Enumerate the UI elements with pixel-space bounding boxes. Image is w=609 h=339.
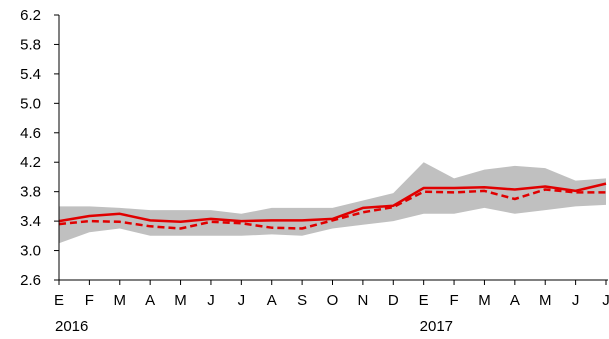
x-tick-label: J bbox=[238, 292, 246, 309]
y-tick-label: 3.4 bbox=[20, 213, 41, 230]
year-label: 2017 bbox=[420, 318, 453, 335]
y-tick-label: 4.6 bbox=[20, 125, 41, 142]
x-tick-label: A bbox=[267, 292, 277, 309]
x-tick-label: M bbox=[478, 292, 491, 309]
label-layer: 2.6 3.0 3.4 3.8 4.2 4.6 5.0 5.4 5.8 6.2 E F M A M J J A S O… bbox=[20, 7, 609, 335]
x-tick-label: E bbox=[419, 292, 429, 309]
y-tick-label: 5.4 bbox=[20, 66, 41, 83]
x-tick-label: F bbox=[449, 292, 458, 309]
x-tick-label: D bbox=[388, 292, 399, 309]
x-tick-label: A bbox=[145, 292, 155, 309]
x-tick-label: J bbox=[602, 292, 609, 309]
series-line-solid bbox=[58, 182, 607, 224]
x-tick-label: J bbox=[207, 292, 215, 309]
x-tick-label: E bbox=[54, 292, 64, 309]
x-tick-label: A bbox=[510, 292, 520, 309]
y-tick-label: 3.8 bbox=[20, 184, 41, 201]
x-tick-label: F bbox=[85, 292, 94, 309]
y-tick-label: 3.0 bbox=[20, 243, 41, 260]
y-tick-label: 5.8 bbox=[20, 36, 41, 53]
axis-layer bbox=[54, 14, 608, 285]
range-band bbox=[59, 162, 606, 244]
x-tick-label: M bbox=[174, 292, 187, 309]
y-tick-label: 2.6 bbox=[20, 272, 41, 289]
y-tick-label: 4.2 bbox=[20, 154, 41, 171]
x-tick-label: N bbox=[357, 292, 368, 309]
series-line-dashed bbox=[58, 188, 606, 230]
year-label: 2016 bbox=[55, 318, 88, 335]
y-tick-label: 6.2 bbox=[20, 7, 41, 24]
x-tick-label: S bbox=[297, 292, 307, 309]
y-tick-label: 5.0 bbox=[20, 95, 41, 112]
x-tick-label: M bbox=[539, 292, 552, 309]
x-tick-label: J bbox=[572, 292, 580, 309]
x-tick-label: M bbox=[114, 292, 127, 309]
x-tick-label: O bbox=[327, 292, 339, 309]
series-layer bbox=[58, 182, 607, 230]
range-band-layer bbox=[59, 162, 606, 244]
